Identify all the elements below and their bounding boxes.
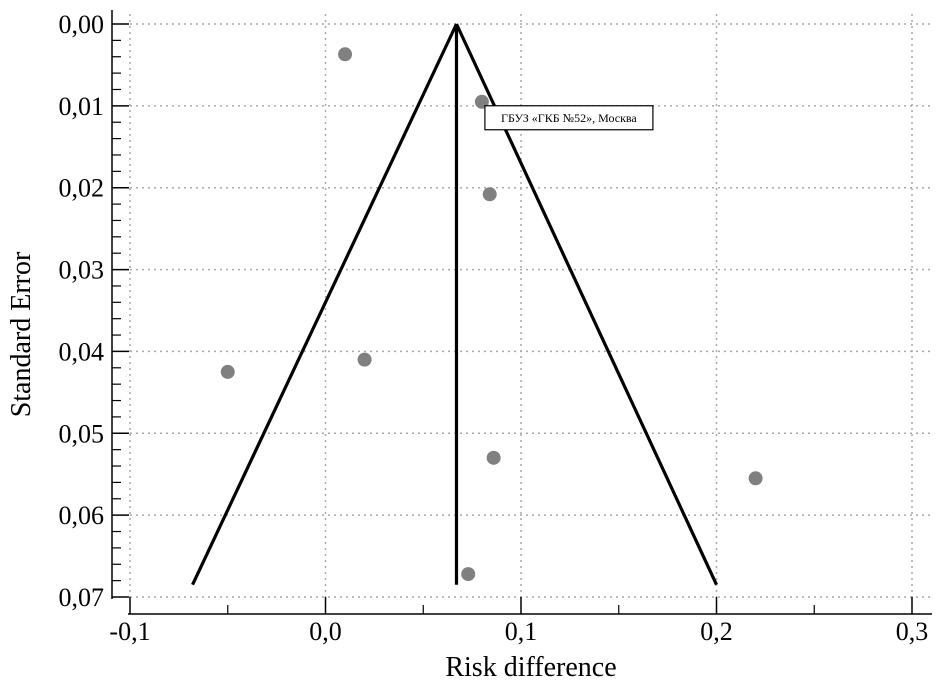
data-point [220, 364, 235, 379]
annotation-label: ГБУЗ «ГКБ №52», Москва [501, 111, 637, 125]
grid-lines [129, 14, 930, 598]
y-tick-label: 0,05 [59, 419, 105, 448]
axes: 0,00 0,01 0,02 0,03 0,04 0,05 0,06 0,07-0,1 0,0 0… [59, 10, 932, 646]
data-point [338, 47, 353, 62]
data-point [461, 567, 476, 582]
x-tick-label: 0,1 [505, 617, 538, 646]
data-point [357, 352, 372, 367]
data-point [748, 471, 763, 486]
x-tick-label: -0,1 [109, 617, 150, 646]
data-point [486, 450, 501, 465]
annotation-box [484, 105, 654, 131]
y-tick-label: 0,02 [59, 174, 105, 203]
y-tick-label: 0,07 [59, 583, 105, 612]
data-point [482, 187, 497, 202]
x-tick-label: 0,2 [700, 617, 733, 646]
y-tick-label: 0,06 [59, 501, 105, 530]
data-points [220, 47, 763, 582]
y-tick-label: 0,01 [59, 92, 105, 121]
annotation: ГБУЗ «ГКБ №52», Москва [484, 105, 654, 131]
funnel-left-line [191, 23, 458, 586]
y-tick-label: 0,03 [59, 256, 105, 285]
y-tick-label: 0,00 [59, 10, 105, 39]
x-axis-title: Risk difference [445, 652, 616, 683]
x-tick-label: 0,0 [309, 617, 342, 646]
y-axis-title: Standard Error [6, 251, 37, 417]
y-tick-label: 0,04 [59, 337, 105, 366]
x-tick-label: 0,3 [896, 617, 929, 646]
